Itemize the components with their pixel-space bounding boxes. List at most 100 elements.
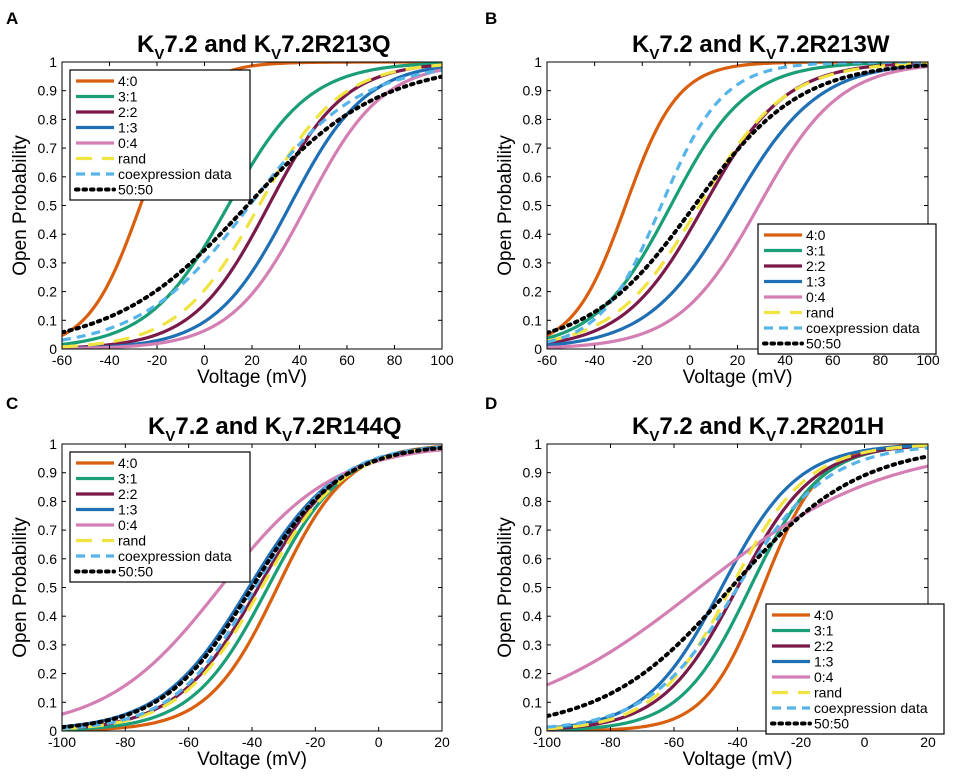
y-tick-label: 0.9 <box>523 465 543 481</box>
y-tick-label: 0.6 <box>38 551 58 567</box>
x-tick-label: 100 <box>430 352 454 368</box>
x-tick-label: -40 <box>585 352 605 368</box>
legend-label: 3:1 <box>806 243 826 259</box>
chart-title: KV7.2 and KV7.2R144Q <box>148 413 401 445</box>
y-tick-label: 0.6 <box>523 169 543 185</box>
legend-label: rand <box>118 533 146 549</box>
y-tick-label: 0.8 <box>523 111 543 127</box>
legend-label: 3:1 <box>814 623 834 639</box>
y-tick-label: 0.6 <box>523 551 543 567</box>
y-tick-label: 0.5 <box>523 580 543 596</box>
x-tick-label: -20 <box>305 734 325 750</box>
title-sub1: V <box>154 46 164 63</box>
series-line-0-4 <box>547 464 928 687</box>
y-tick-label: 0.7 <box>523 522 543 538</box>
x-tick-label: -80 <box>600 734 620 750</box>
series-line-0-4 <box>62 448 442 716</box>
x-tick-label: 20 <box>730 352 746 368</box>
y-tick-label: 0.4 <box>38 226 58 242</box>
legend-label: 1:3 <box>118 120 138 136</box>
legend-box <box>69 69 251 201</box>
legend-label: rand <box>814 685 842 701</box>
y-tick-label: 0.4 <box>38 608 58 624</box>
title-mid: 7.2 and K <box>659 31 766 58</box>
series-line-coexpression-data <box>62 445 442 730</box>
y-tick-label: 0.1 <box>523 312 543 328</box>
x-tick-label: 100 <box>916 352 940 368</box>
y-tick-label: 0.7 <box>523 140 543 156</box>
legend-box <box>765 603 945 735</box>
title-mid: 7.2 and K <box>164 31 271 58</box>
legend-label: coexpression data <box>814 700 928 716</box>
title-sub2: V <box>766 46 776 63</box>
x-tick-label: 60 <box>825 352 841 368</box>
y-tick-label: 0 <box>49 723 57 739</box>
x-axis-label: Voltage (mV) <box>683 367 793 388</box>
y-tick-label: 0.3 <box>38 255 58 271</box>
y-tick-label: 0.8 <box>523 493 543 509</box>
series-line-2-2 <box>62 63 442 349</box>
title-end: 7.2R213Q <box>281 31 390 58</box>
legend-label: 0:4 <box>118 135 138 151</box>
y-tick-label: 0.1 <box>38 312 58 328</box>
panel-label: B <box>485 9 497 28</box>
y-tick-label: 0.2 <box>38 666 58 682</box>
y-tick-label: 0.8 <box>38 111 58 127</box>
y-tick-label: 0.3 <box>38 637 58 653</box>
series-line-50-50 <box>547 63 928 335</box>
legend-label: rand <box>806 305 834 321</box>
x-tick-label: 0 <box>686 352 694 368</box>
y-tick-label: 1 <box>534 436 542 452</box>
x-tick-label: -60 <box>537 352 557 368</box>
y-tick-label: 1 <box>49 54 57 70</box>
legend-label: 3:1 <box>118 471 138 487</box>
series-line-50-50 <box>62 445 442 730</box>
title-k1: K <box>137 31 155 58</box>
legend-label: 4:0 <box>118 455 138 471</box>
legend-label: 2:2 <box>814 638 834 654</box>
legend-label: 50:50 <box>806 336 841 352</box>
title-mid: 7.2 and K <box>659 413 766 440</box>
x-tick-label: -80 <box>115 734 135 750</box>
panel-label: D <box>485 394 497 413</box>
x-tick-label: -20 <box>147 352 167 368</box>
chart-title: KV7.2 and KV7.2R201H <box>632 413 884 445</box>
series-line-rand <box>62 63 442 349</box>
y-tick-label: 1 <box>534 54 542 70</box>
y-tick-label: 0 <box>534 341 542 357</box>
y-tick-label: 0.1 <box>523 694 543 710</box>
y-tick-label: 0 <box>534 723 542 739</box>
y-axis-label: Open Probability <box>10 517 31 658</box>
title-sub2: V <box>271 46 281 63</box>
title-k1: K <box>148 413 166 440</box>
x-tick-label: 0 <box>861 734 869 750</box>
y-tick-label: 0.4 <box>523 226 543 242</box>
chart-title: KV7.2 and KV7.2R213Q <box>137 31 390 63</box>
title-mid: 7.2 and K <box>175 413 282 440</box>
y-tick-label: 0.9 <box>523 83 543 99</box>
x-tick-label: 20 <box>920 734 936 750</box>
x-tick-label: -60 <box>52 352 72 368</box>
panel-label: C <box>6 394 18 413</box>
legend-label: 1:3 <box>814 654 834 670</box>
y-tick-label: 0.5 <box>38 580 58 596</box>
legend-label: coexpression data <box>118 166 232 182</box>
x-tick-label: 20 <box>434 734 450 750</box>
legend-label: 50:50 <box>118 564 153 580</box>
title-end: 7.2R144Q <box>292 413 401 440</box>
x-tick-label: -40 <box>727 734 747 750</box>
y-tick-label: 0.8 <box>38 493 58 509</box>
x-tick-label: -40 <box>242 734 262 750</box>
y-tick-label: 1 <box>49 436 57 452</box>
x-tick-label: 80 <box>387 352 403 368</box>
legend-label: 4:0 <box>118 73 138 89</box>
y-tick-label: 0.1 <box>38 694 58 710</box>
legend-label: 4:0 <box>806 227 826 243</box>
legend-label: 3:1 <box>118 89 138 105</box>
title-sub1: V <box>649 46 659 63</box>
